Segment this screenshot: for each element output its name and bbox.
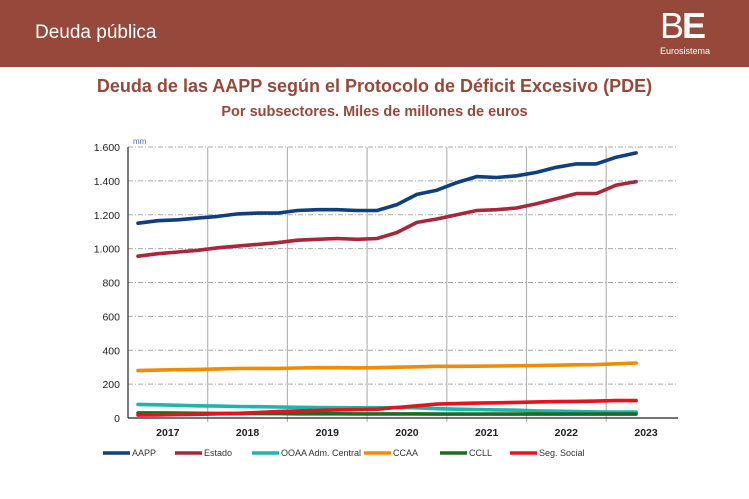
y-axis-ticks: 0 200 400 600 800 1.000 1.200 1.400 1.600 bbox=[94, 142, 120, 425]
y-tick-label: 600 bbox=[102, 311, 120, 323]
y-tick-label: 0 bbox=[114, 413, 120, 425]
banco-de-espana-logo: BE Eurosistema bbox=[628, 6, 710, 62]
legend: AAPP Estado OOAA Adm. Central CCAA CCLL Seg. … bbox=[103, 448, 585, 458]
x-tick-label: 2020 bbox=[395, 427, 419, 439]
header-title: Deuda pública bbox=[35, 22, 157, 43]
header-bar: Deuda pública BE Eurosistema bbox=[0, 0, 749, 67]
legend-label: CCLL bbox=[469, 448, 492, 458]
x-tick-label: 2019 bbox=[316, 427, 340, 439]
logo-subtitle: Eurosistema bbox=[660, 46, 711, 56]
logo-letter-e: E bbox=[682, 5, 706, 46]
legend-label: Seg. Social bbox=[539, 448, 585, 458]
y-tick-label: 400 bbox=[102, 345, 120, 357]
x-tick-label: 2021 bbox=[475, 427, 499, 439]
legend-item: OOAA Adm. Central bbox=[252, 448, 361, 458]
x-tick-label: 2023 bbox=[634, 427, 658, 439]
legend-label: OOAA Adm. Central bbox=[281, 448, 361, 458]
series-line-ccaa bbox=[136, 361, 638, 373]
y-tick-label: 200 bbox=[102, 379, 120, 391]
legend-item: Estado bbox=[175, 448, 232, 458]
legend-item: CCLL bbox=[440, 448, 492, 458]
grid bbox=[128, 146, 678, 422]
y-tick-label: 1.000 bbox=[94, 244, 120, 256]
chart-title: Deuda de las AAPP según el Protocolo de … bbox=[96, 76, 653, 96]
legend-item: Seg. Social bbox=[510, 448, 585, 458]
series-line-aapp bbox=[136, 151, 638, 225]
logo-letter-b: B bbox=[660, 5, 684, 46]
chart-subtitle: Por subsectores. Miles de millones de eu… bbox=[221, 104, 528, 120]
legend-item: CCAA bbox=[364, 448, 418, 458]
unit-label: mm bbox=[133, 137, 147, 146]
y-tick-label: 1.400 bbox=[94, 176, 120, 188]
logo-letters: BE bbox=[660, 5, 706, 46]
x-tick-label: 2018 bbox=[236, 427, 260, 439]
legend-label: CCAA bbox=[393, 448, 418, 458]
legend-item: AAPP bbox=[103, 448, 156, 458]
x-axis-ticks: 2017 2018 2019 2020 2021 2022 2023 bbox=[156, 427, 658, 439]
x-tick-label: 2022 bbox=[555, 427, 579, 439]
series-line-seg-social bbox=[136, 398, 638, 417]
y-tick-label: 1.200 bbox=[94, 210, 120, 222]
y-tick-label: 1.600 bbox=[94, 142, 120, 154]
series-lines bbox=[136, 151, 638, 417]
x-tick-label: 2017 bbox=[156, 427, 180, 439]
legend-label: AAPP bbox=[132, 448, 156, 458]
series-line-estado bbox=[136, 179, 638, 259]
y-tick-label: 800 bbox=[102, 278, 120, 290]
axes bbox=[127, 147, 678, 419]
legend-label: Estado bbox=[204, 448, 232, 458]
